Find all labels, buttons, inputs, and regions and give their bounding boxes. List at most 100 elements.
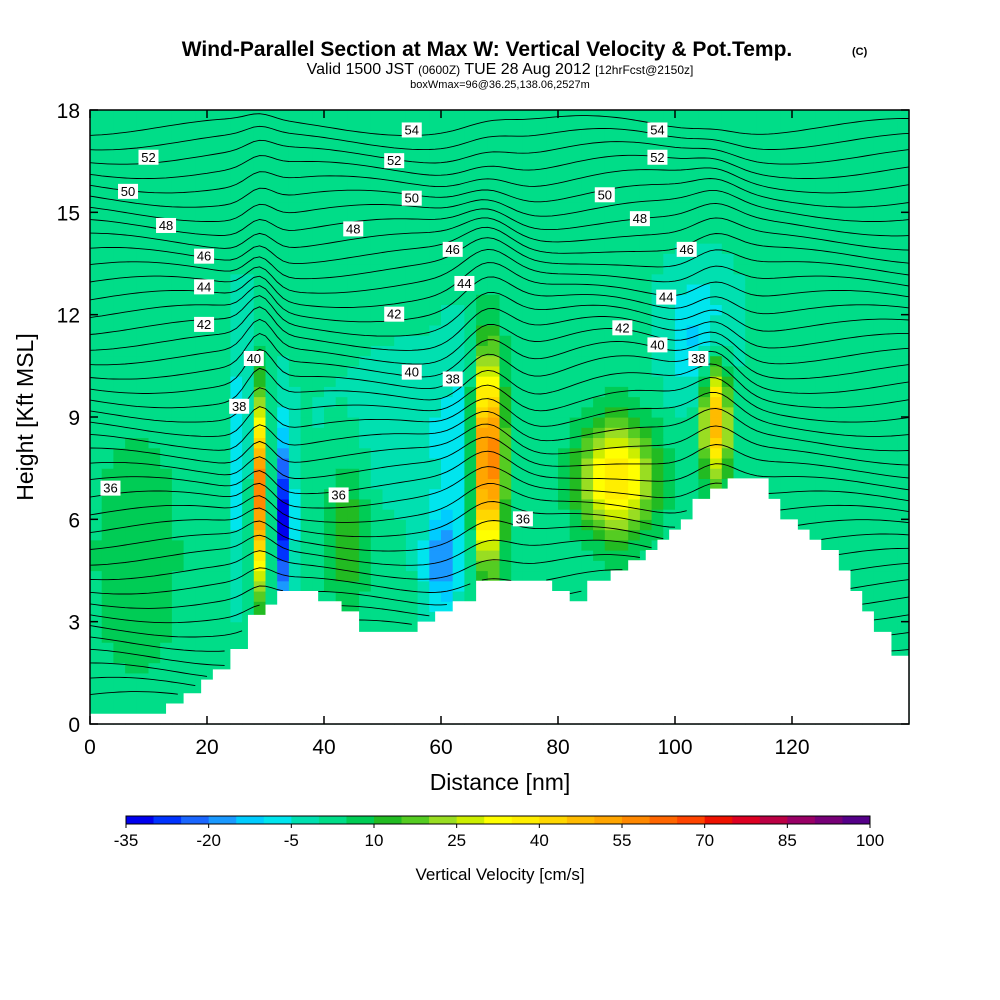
heatmap-cell bbox=[441, 140, 454, 152]
heatmap-cell bbox=[242, 283, 255, 295]
heatmap-cell bbox=[546, 560, 559, 572]
heatmap-cell bbox=[183, 376, 196, 387]
heatmap-cell bbox=[335, 243, 348, 254]
heatmap-cell bbox=[639, 150, 653, 162]
heatmap-cell bbox=[429, 345, 442, 357]
heatmap-cell bbox=[288, 570, 302, 582]
heatmap-cell bbox=[125, 662, 138, 674]
heatmap-cell bbox=[125, 283, 138, 295]
heatmap-cell bbox=[569, 376, 582, 387]
heatmap-cell bbox=[487, 457, 501, 469]
heatmap-cell bbox=[101, 406, 114, 418]
heatmap-cell bbox=[815, 478, 828, 490]
colorbar-swatch bbox=[649, 816, 678, 824]
heatmap-cell bbox=[768, 427, 781, 439]
isentrope-line bbox=[89, 550, 910, 581]
heatmap-cell bbox=[569, 171, 582, 183]
contour-label: 40 bbox=[647, 337, 668, 353]
heatmap-cell bbox=[242, 529, 255, 541]
heatmap-cell bbox=[90, 427, 103, 439]
heatmap-cell bbox=[277, 365, 290, 377]
heatmap-cell bbox=[885, 550, 898, 561]
heatmap-cell bbox=[312, 324, 325, 336]
heatmap-cell bbox=[253, 509, 267, 520]
heatmap-cell bbox=[277, 253, 290, 265]
heatmap-cell bbox=[230, 283, 243, 295]
heatmap-cell bbox=[452, 263, 465, 275]
heatmap-cell bbox=[335, 130, 348, 142]
heatmap-cell bbox=[803, 498, 816, 510]
heatmap-cell bbox=[487, 509, 501, 520]
heatmap-cell bbox=[148, 693, 161, 705]
heatmap-cell bbox=[429, 539, 442, 551]
heatmap-cell bbox=[429, 253, 442, 265]
heatmap-cell bbox=[230, 324, 243, 336]
heatmap-cell bbox=[756, 191, 770, 203]
heatmap-cell bbox=[511, 273, 524, 285]
heatmap-cell bbox=[183, 590, 196, 602]
isentrope-line bbox=[89, 604, 910, 624]
heatmap-cell bbox=[101, 570, 114, 582]
heatmap-cell bbox=[873, 447, 887, 459]
heatmap-cell bbox=[113, 294, 126, 306]
heatmap-cell bbox=[885, 120, 898, 132]
heatmap-cell bbox=[394, 488, 407, 500]
heatmap-cell bbox=[441, 488, 454, 500]
heatmap-cell bbox=[897, 243, 910, 254]
heatmap-cell bbox=[405, 355, 419, 367]
heatmap-cell bbox=[335, 191, 348, 203]
heatmap-cell bbox=[639, 335, 653, 346]
heatmap-cell bbox=[698, 488, 711, 500]
heatmap-cell bbox=[125, 396, 138, 408]
heatmap-cell bbox=[160, 539, 173, 551]
heatmap-cell bbox=[101, 376, 114, 387]
heatmap-cell bbox=[101, 314, 114, 326]
heatmap-cell bbox=[780, 171, 793, 183]
heatmap-cell bbox=[160, 130, 173, 142]
heatmap-cell bbox=[160, 396, 173, 408]
heatmap-cell bbox=[265, 232, 278, 244]
heatmap-cell bbox=[522, 386, 536, 398]
heatmap-cell bbox=[686, 130, 699, 142]
heatmap-cell bbox=[604, 478, 618, 490]
heatmap-cell bbox=[593, 212, 606, 224]
heatmap-cell bbox=[359, 150, 372, 162]
heatmap-cell bbox=[511, 396, 524, 408]
heatmap-cell bbox=[522, 181, 536, 193]
heatmap-cell bbox=[347, 539, 360, 551]
colorbar-swatch bbox=[153, 816, 182, 824]
heatmap-cell bbox=[113, 355, 126, 367]
heatmap-cell bbox=[148, 457, 161, 469]
heatmap-cell bbox=[581, 273, 594, 285]
heatmap-cell bbox=[382, 601, 395, 613]
heatmap-cell bbox=[101, 222, 114, 234]
heatmap-cell bbox=[686, 386, 699, 398]
heatmap-cell bbox=[476, 406, 489, 418]
heatmap-cell bbox=[335, 150, 348, 162]
heatmap-cell bbox=[710, 417, 723, 428]
heatmap-cell bbox=[464, 509, 477, 520]
heatmap-cell bbox=[862, 202, 875, 213]
heatmap-cell bbox=[534, 427, 547, 439]
heatmap-cell bbox=[300, 202, 313, 213]
heatmap-cell bbox=[160, 314, 173, 326]
heatmap-cell bbox=[405, 621, 419, 633]
heatmap-cell bbox=[733, 130, 746, 142]
heatmap-cell bbox=[253, 386, 267, 398]
heatmap-cell bbox=[242, 253, 255, 265]
heatmap-cell bbox=[569, 488, 582, 500]
heatmap-cell bbox=[452, 365, 465, 377]
heatmap-cell bbox=[815, 396, 828, 408]
heatmap-cell bbox=[639, 324, 653, 336]
heatmap-cell bbox=[546, 191, 559, 203]
heatmap-cell bbox=[370, 519, 384, 531]
heatmap-cell bbox=[405, 519, 419, 531]
heatmap-cell bbox=[242, 468, 255, 479]
heatmap-cell bbox=[90, 570, 103, 582]
heatmap-cell bbox=[207, 447, 220, 459]
heatmap-cell bbox=[417, 253, 430, 265]
heatmap-cell bbox=[827, 519, 840, 531]
contour-label: 54 bbox=[401, 122, 422, 138]
heatmap-cell bbox=[160, 488, 173, 500]
heatmap-cell bbox=[441, 273, 454, 285]
